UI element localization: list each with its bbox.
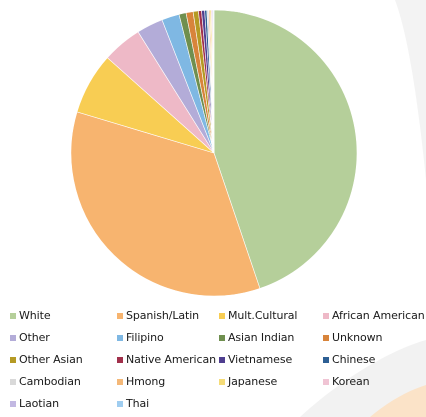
legend-swatch [219,334,225,341]
legend-label: Other [19,331,50,344]
legend-item-spanish-latin: Spanish/Latin [117,309,199,322]
legend-swatch [10,356,16,363]
legend-swatch [117,378,123,385]
legend-swatch [117,400,123,407]
legend-label: Cambodian [19,375,81,388]
legend-label: Native American [126,353,216,366]
legend-item-asian-indian: Asian Indian [219,331,294,344]
legend-item-hmong: Hmong [117,375,165,388]
legend-swatch [219,378,225,385]
legend-item-unknown: Unknown [323,331,382,344]
legend-label: Asian Indian [228,331,295,344]
legend-item-white: White [10,309,51,322]
legend-label: Japanese [228,375,278,388]
legend-swatch [323,312,329,319]
legend-label: Laotian [19,397,59,410]
legend-label: African American [332,309,425,322]
legend-label: White [19,309,51,322]
legend-item-other: Other [10,331,50,344]
legend-swatch [219,312,225,319]
legend-swatch [323,356,329,363]
legend-swatch [117,312,123,319]
legend-label: Filipino [126,331,164,344]
legend-item-mult-cultural: Mult.Cultural [219,309,297,322]
legend-swatch [117,356,123,363]
pie-slice-spanish-latin [70,111,261,297]
legend-label: Korean [332,375,370,388]
legend-item-native-american: Native American [117,353,216,366]
legend-item-vietnamese: Vietnamese [219,353,292,366]
legend-swatch [10,312,16,319]
legend-swatch [323,334,329,341]
legend-label: Thai [126,397,150,410]
legend-label: Spanish/Latin [126,309,200,322]
legend-item-korean: Korean [323,375,370,388]
legend-item-japanese: Japanese [219,375,277,388]
legend-item-chinese: Chinese [323,353,375,366]
legend-label: Chinese [332,353,376,366]
legend-label: Mult.Cultural [228,309,298,322]
legend-item-other-asian: Other Asian [10,353,83,366]
legend-swatch [323,378,329,385]
legend-label: Other Asian [19,353,83,366]
legend-label: Vietnamese [228,353,293,366]
legend-swatch [219,356,225,363]
legend-item-filipino: Filipino [117,331,164,344]
legend-item-cambodian: Cambodian [10,375,81,388]
pie-slice-thai [212,9,215,154]
legend-swatch [10,378,16,385]
legend-label: Unknown [332,331,383,344]
pie-slice-white [213,9,358,289]
legend-label: Hmong [126,375,166,388]
legend-item-laotian: Laotian [10,397,59,410]
legend-item-thai: Thai [117,397,149,410]
legend-swatch [10,400,16,407]
legend-item-african-american: African American [323,309,425,322]
legend-swatch [10,334,16,341]
legend-swatch [117,334,123,341]
